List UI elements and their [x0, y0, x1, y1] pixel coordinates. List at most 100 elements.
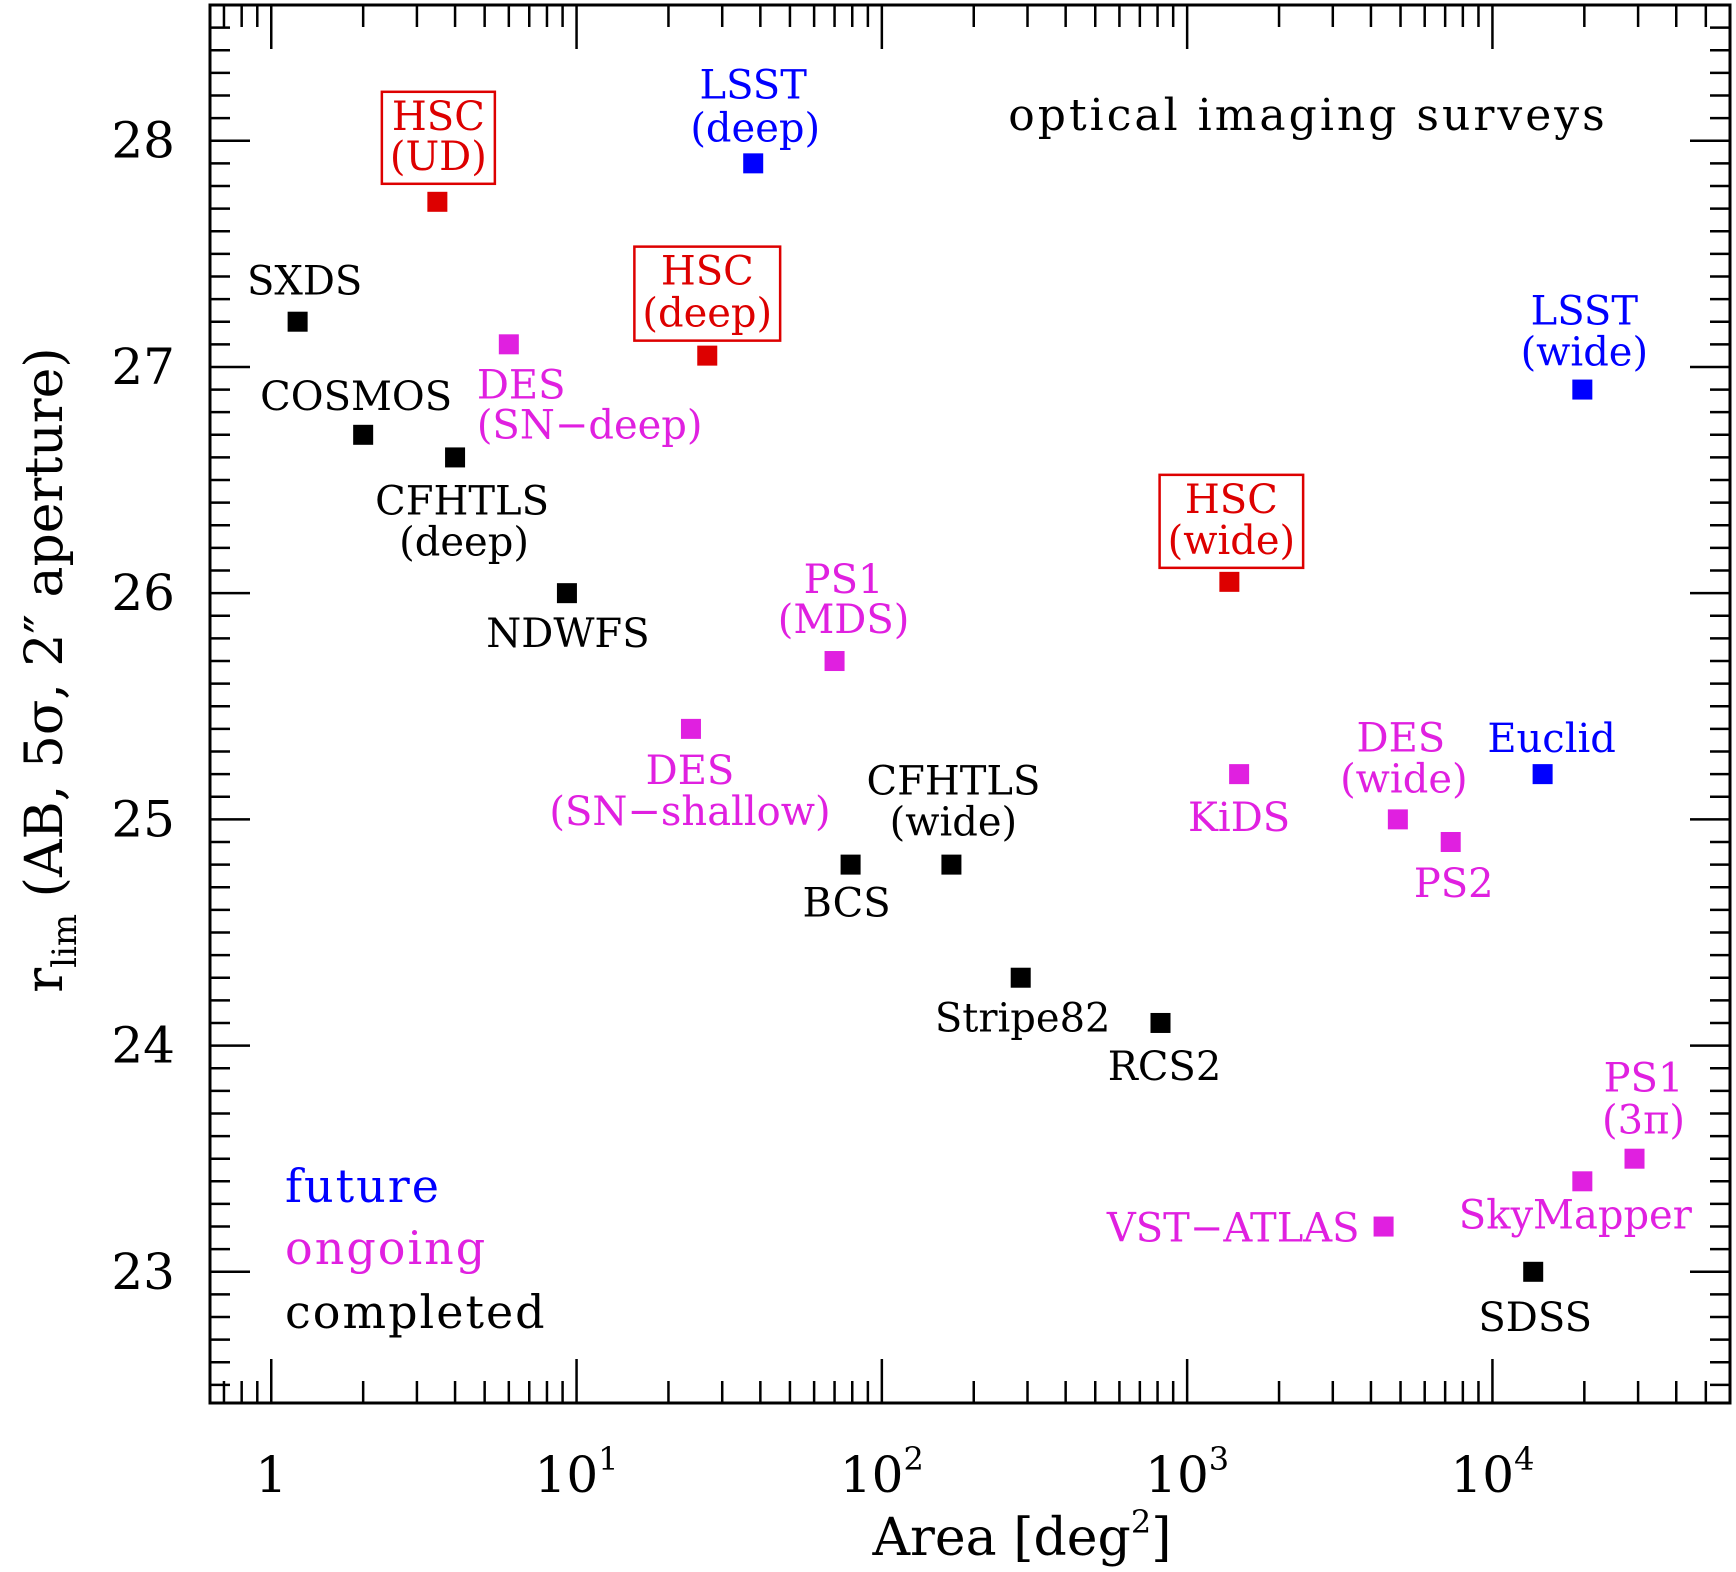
point-label-line: BCS	[803, 881, 891, 927]
marker-stripe82	[1010, 967, 1031, 988]
point-label-line: (wide)	[1340, 756, 1468, 802]
x-tick-label: 102	[840, 1440, 924, 1504]
point-label: DES(SN−deep)	[477, 362, 703, 448]
point-label-line: (deep)	[399, 519, 529, 565]
point-label-line: LSST	[700, 62, 808, 108]
y-axis-label: rlim (AB, 5σ, 2″ aperture)	[15, 347, 85, 992]
marker-hsc-wide	[1219, 571, 1240, 592]
plot-frame	[208, 3, 1732, 1405]
marker-lsst-deep	[743, 153, 764, 174]
marker-euclid	[1532, 764, 1553, 785]
hsc-label-box	[1158, 473, 1305, 570]
marker-hsc-ud	[427, 191, 448, 212]
x-tick-label-exp: 4	[1514, 1440, 1534, 1478]
point-label-line: Euclid	[1487, 716, 1616, 762]
legend-ongoing: ongoing	[285, 1221, 487, 1275]
x-tick-label-base: 10	[535, 1446, 599, 1504]
point-label-line: (MDS)	[778, 597, 910, 643]
point-label-line: SkyMapper	[1459, 1192, 1693, 1238]
point-label: NDWFS	[486, 611, 649, 657]
x-tick-label-exp: 1	[598, 1440, 618, 1478]
point-label-line: (SN−shallow)	[549, 789, 830, 835]
point-label: HSC(UD)	[380, 90, 497, 186]
point-label: PS2	[1414, 861, 1494, 907]
y-tick-label: 26	[111, 564, 175, 622]
point-label: RCS2	[1108, 1044, 1222, 1090]
point-label: LSST(deep)	[690, 62, 820, 151]
legend-completed: completed	[285, 1285, 547, 1339]
marker-ps2	[1440, 831, 1461, 852]
point-label-line: (wide)	[1168, 518, 1296, 564]
point-label-line: LSST	[1531, 289, 1639, 335]
y-axis-label-sub: lim	[45, 914, 85, 968]
point-label-line: DES	[1357, 715, 1446, 761]
x-tick-label: 104	[1450, 1440, 1534, 1504]
point-label: DES(SN−shallow)	[549, 748, 830, 835]
point-label-line: HSC	[1185, 477, 1278, 523]
y-axis-label-r: r	[15, 968, 75, 993]
point-label-line: (wide)	[1521, 330, 1649, 376]
point-label-line: DES	[646, 748, 735, 794]
point-label-line: (3π)	[1602, 1098, 1685, 1144]
y-tick-label: 23	[111, 1243, 175, 1301]
x-tick-label: 1	[255, 1446, 287, 1504]
x-tick-label-exp: 2	[903, 1440, 923, 1478]
data-points	[287, 153, 1645, 1282]
point-label: SkyMapper	[1459, 1192, 1693, 1238]
x-tick-label-exp: 3	[1209, 1440, 1229, 1478]
point-label-line: (wide)	[890, 800, 1018, 846]
marker-kids	[1229, 764, 1250, 785]
marker-lsst-wide	[1572, 379, 1593, 400]
point-label: VST−ATLAS	[1106, 1206, 1360, 1252]
point-label: DES(wide)	[1340, 715, 1468, 802]
marker-des-wide	[1387, 809, 1408, 830]
marker-sxds	[287, 311, 308, 332]
marker-cfhtls-deep	[445, 447, 466, 468]
legend-future: future	[285, 1159, 441, 1213]
x-tick-label: 101	[535, 1440, 619, 1504]
x-axis-label: Area [deg2]	[871, 1503, 1171, 1568]
marker-ps1-3	[1624, 1148, 1645, 1169]
point-label: CFHTLS(wide)	[866, 759, 1040, 846]
point-label: Euclid	[1487, 716, 1616, 762]
point-label-line: HSC	[661, 249, 754, 295]
marker-ps1-mds	[824, 651, 845, 672]
y-tick-label: 27	[111, 338, 175, 396]
x-axis-label-sup: 2	[1131, 1503, 1151, 1541]
point-label-line: (deep)	[690, 105, 820, 151]
point-label: SXDS	[247, 259, 362, 305]
x-axis-label-main: Area [deg	[871, 1508, 1130, 1568]
point-label-line: CFHTLS	[375, 478, 549, 524]
point-label-line: PS1	[1604, 1056, 1684, 1102]
point-label: Stripe82	[935, 996, 1111, 1042]
x-tick-label-base: 10	[840, 1446, 904, 1504]
point-label: HSC(deep)	[633, 245, 782, 342]
x-tick-label: 103	[1145, 1440, 1229, 1504]
point-label: LSST(wide)	[1521, 289, 1649, 376]
marker-cfhtls-wide	[941, 854, 962, 875]
y-axis-label-rest: (AB, 5σ, 2″ aperture)	[15, 347, 75, 914]
point-label-line: (UD)	[390, 134, 487, 180]
marker-rcs2	[1150, 1012, 1171, 1033]
point-label-line: PS2	[1414, 861, 1494, 907]
axis-ticks	[210, 3, 1732, 1403]
point-label: SDSS	[1478, 1295, 1592, 1341]
y-tick-label: 24	[111, 1017, 175, 1075]
marker-sdss	[1523, 1261, 1544, 1282]
marker-vst-atlas	[1373, 1216, 1394, 1237]
point-label: COSMOS	[260, 374, 452, 420]
y-tick-label: 25	[111, 790, 175, 848]
point-label-line: PS1	[804, 557, 884, 603]
point-label: PS1(3π)	[1602, 1056, 1685, 1144]
x-tick-label-base: 10	[1450, 1446, 1514, 1504]
x-axis-label-end: ]	[1151, 1508, 1171, 1568]
point-label: KiDS	[1188, 795, 1290, 841]
point-label-line: CFHTLS	[866, 759, 1040, 805]
x-tick-label-base: 10	[1145, 1446, 1209, 1504]
point-label-line: HSC	[392, 94, 485, 140]
chart-title: optical imaging surveys	[1008, 90, 1607, 141]
marker-bcs	[840, 854, 861, 875]
point-label-line: VST−ATLAS	[1106, 1206, 1360, 1252]
